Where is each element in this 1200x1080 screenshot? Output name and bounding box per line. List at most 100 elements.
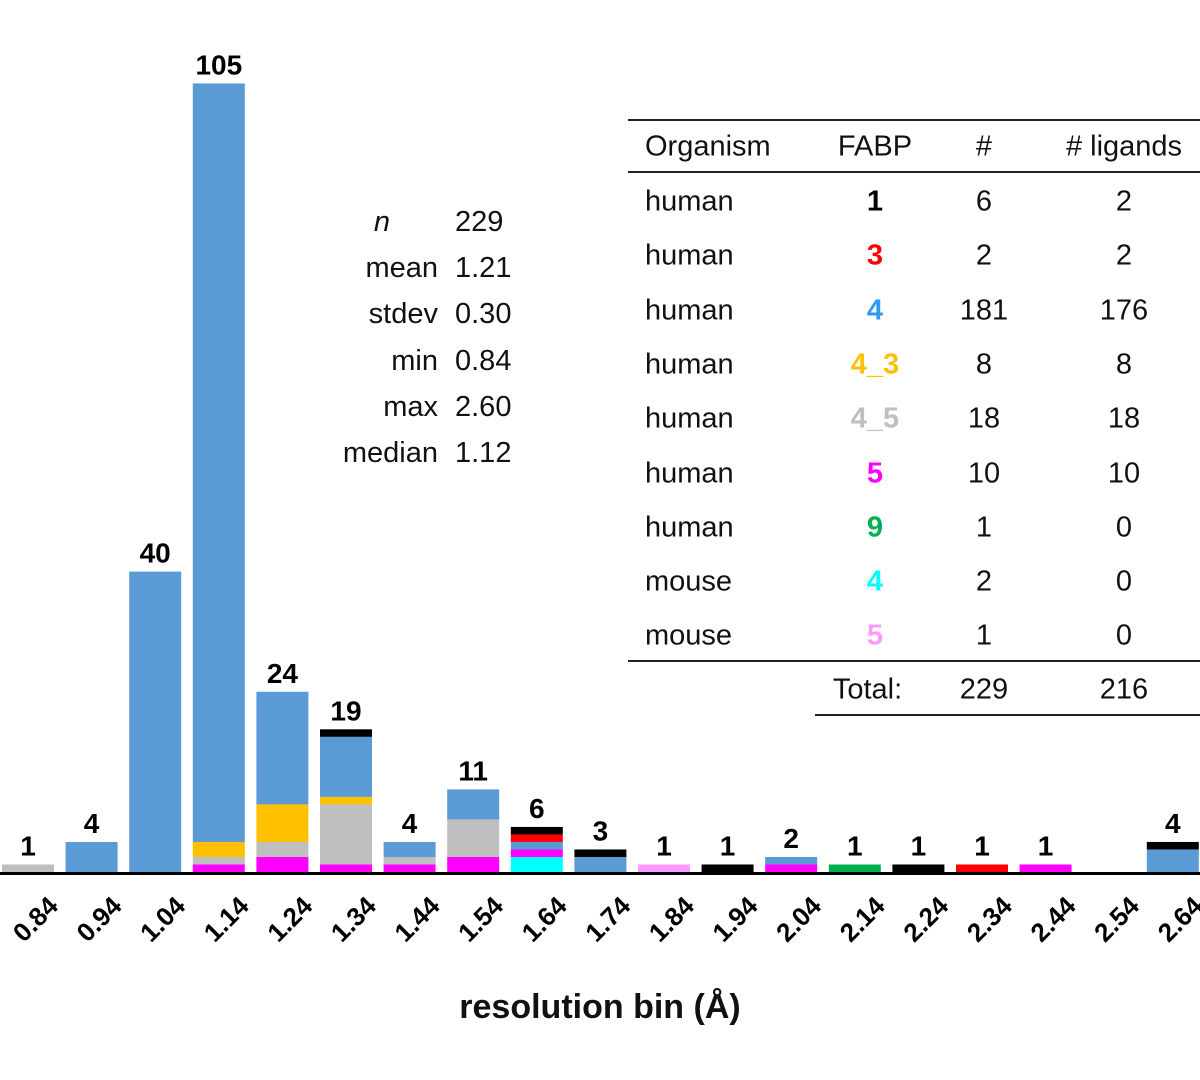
x-tick-label: 1.94: [706, 890, 763, 947]
stat-value: 1.21: [455, 252, 512, 285]
count-cell: 1: [975, 511, 993, 544]
x-tick-label: 2.04: [770, 890, 827, 947]
stat-label: n: [373, 206, 391, 238]
organism-cell: human: [645, 239, 734, 272]
fabp-cell: 1: [866, 185, 884, 218]
bar-segment-human-fabp5: [447, 856, 500, 872]
count-cell: 2: [975, 239, 993, 272]
bar-total-label: 1: [720, 830, 736, 861]
count-cell: 181: [959, 294, 1009, 327]
bar-segment-human-fabp5: [765, 864, 818, 872]
bar-segment-human-fabp5: [510, 849, 563, 857]
total-ligands: 216: [1099, 673, 1149, 706]
count-cell: 8: [975, 348, 993, 381]
bar-segment-human-fabp1: [320, 729, 372, 737]
bar-total-label: 19: [330, 695, 361, 726]
header-organism: Organism: [645, 130, 771, 163]
table-header-rule: [628, 171, 1200, 173]
bar-segment-human-fabp4_5: [383, 856, 436, 865]
total-label: Total:: [832, 673, 903, 706]
total-count: 229: [959, 673, 1009, 706]
organism-cell: mouse: [645, 619, 733, 652]
bar-total-label: 24: [267, 658, 299, 689]
fabp-cell: 4_5: [850, 402, 900, 435]
stat-label: max: [383, 390, 438, 423]
total-rule: [815, 714, 1200, 716]
x-tick-label: 1.64: [516, 890, 573, 947]
bar-total-label: 4: [1165, 808, 1181, 839]
ligands-cell: 2: [1115, 185, 1133, 218]
header-fabp: FABP: [837, 130, 913, 163]
x-tick-label: 1.54: [452, 890, 509, 947]
bar-segment-mouse-fabp5: [638, 864, 690, 872]
ligands-cell: 2: [1115, 239, 1133, 272]
bar-total-label: 1: [1038, 830, 1054, 861]
bar-total-label: 1: [847, 830, 863, 861]
bar-segment-human-fabp1: [1146, 841, 1199, 850]
x-tick-label: 1.24: [261, 890, 318, 947]
x-axis-label: resolution bin (Å): [459, 988, 741, 1026]
x-tick-label: 1.34: [325, 890, 382, 947]
x-tick-label: 2.34: [961, 890, 1018, 947]
x-tick-label: 1.84: [643, 890, 700, 947]
organism-cell: human: [645, 402, 734, 435]
x-tick-label: 0.84: [7, 890, 64, 947]
bar-total-label: 40: [140, 538, 171, 569]
x-tick-label: 2.14: [834, 890, 891, 947]
stat-value: 229: [455, 206, 504, 238]
fabp-cell: 5: [866, 457, 884, 489]
stat-value: 0.30: [455, 298, 512, 331]
ligands-cell: 10: [1107, 457, 1141, 489]
bar-total-label: 4: [402, 808, 418, 839]
stat-value: 1.12: [455, 437, 512, 469]
bar-total-label: 11: [458, 755, 488, 786]
organism-cell: mouse: [645, 565, 733, 598]
bar-segment-human-fabp9: [828, 864, 881, 872]
bar-segment-human-fabp4_5: [320, 804, 372, 865]
bar-segment-human-fabp4_5: [256, 841, 309, 857]
count-cell: 1: [975, 619, 993, 652]
ligands-cell: 8: [1115, 348, 1133, 381]
bar-segment-human-fabp4_3: [320, 796, 372, 805]
bar-segment-human-fabp4: [383, 841, 436, 857]
organism-cell: human: [645, 457, 734, 489]
fabp-cell: 4: [866, 565, 884, 598]
bar-total-label: 4: [84, 808, 100, 839]
x-tick-label: 2.54: [1088, 890, 1145, 947]
bar-total-label: 1: [20, 830, 36, 861]
bar-segment-human-fabp4: [574, 856, 627, 872]
stat-label: min: [391, 344, 438, 377]
bar-total-label: 1: [911, 830, 927, 861]
bar-segment-human-fabp4_5: [192, 856, 245, 865]
stat-value: 2.60: [455, 390, 512, 423]
count-cell: 6: [975, 185, 993, 218]
bar-total-label: 1: [656, 830, 672, 861]
table-top-rule: [628, 119, 1200, 121]
x-tick-label: 2.44: [1024, 890, 1081, 947]
count-cell: 2: [975, 565, 993, 598]
bar-segment-human-fabp4: [192, 83, 245, 842]
bar-segment-human-fabp4: [1146, 849, 1199, 872]
x-tick-label: 1.04: [134, 890, 191, 947]
bar-segment-human-fabp4: [256, 691, 309, 805]
x-tick-label: 2.64: [1152, 890, 1200, 947]
bar-total-label: 2: [783, 823, 799, 854]
bar-segment-human-fabp4: [765, 856, 818, 865]
bar-segment-human-fabp3: [510, 834, 563, 842]
table-bottom-rule: [628, 660, 1200, 662]
bar-segment-human-fabp4: [129, 571, 182, 872]
organism-cell: human: [645, 511, 734, 544]
x-tick-label: 1.14: [198, 890, 255, 947]
fabp-cell: 3: [866, 239, 884, 272]
stat-label: mean: [365, 252, 438, 285]
count-cell: 18: [967, 402, 1001, 435]
bar-segment-human-fabp1: [701, 864, 754, 872]
organism-cell: human: [645, 348, 734, 381]
bar-total-label: 6: [529, 793, 545, 824]
organism-cell: human: [645, 294, 734, 327]
bar-segment-human-fabp5: [320, 864, 372, 872]
bar-segment-human-fabp5: [256, 856, 309, 872]
organism-cell: human: [645, 185, 734, 218]
bar-segment-human-fabp4: [510, 841, 563, 850]
header-ligands: # ligands: [1065, 130, 1183, 163]
